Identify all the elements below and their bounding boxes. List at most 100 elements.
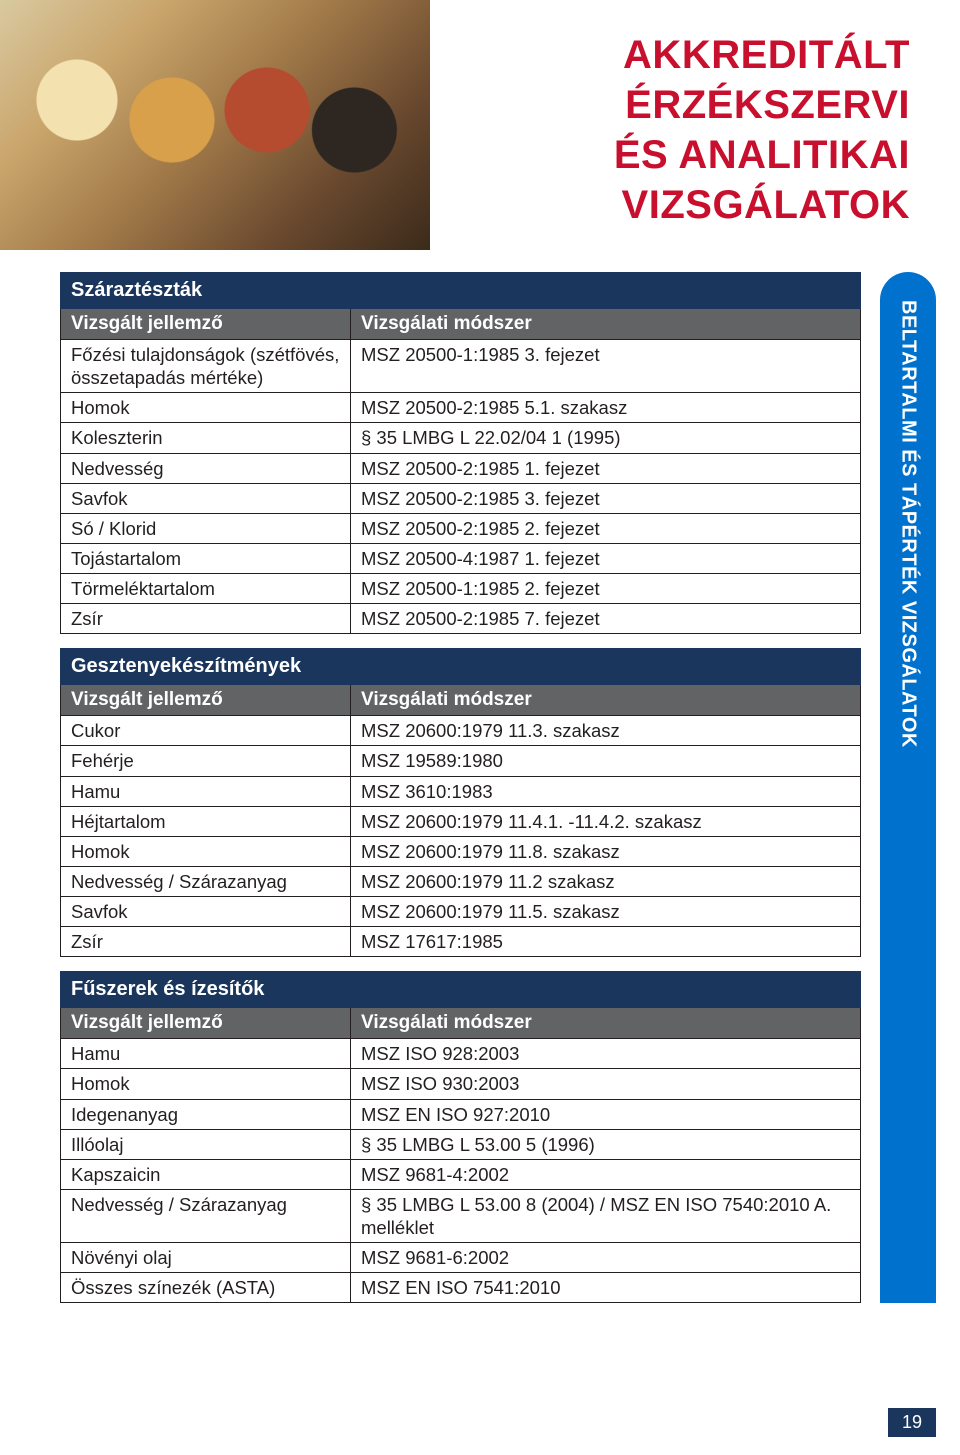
table-row: Növényi olajMSZ 9681-6:2002 — [61, 1243, 861, 1273]
table-row: HamuMSZ 3610:1983 — [61, 776, 861, 806]
table-row: SavfokMSZ 20600:1979 11.5. szakasz — [61, 897, 861, 927]
method-cell: MSZ ISO 930:2003 — [351, 1069, 861, 1099]
content: SzáraztésztákVizsgált jellemzőVizsgálati… — [0, 250, 960, 1303]
parameter-cell: Hamu — [61, 1039, 351, 1069]
section-header-row: Gesztenyekészítmények — [61, 649, 861, 685]
table-row: CukorMSZ 20600:1979 11.3. szakasz — [61, 716, 861, 746]
table-row: HomokMSZ ISO 930:2003 — [61, 1069, 861, 1099]
column-header: Vizsgálati módszer — [351, 685, 861, 716]
parameter-cell: Nedvesség / Szárazanyag — [61, 866, 351, 896]
title-line: ÉS ANALITIKAI — [614, 133, 910, 177]
method-cell: MSZ 20600:1979 11.3. szakasz — [351, 716, 861, 746]
table-row: Só / KloridMSZ 20500-2:1985 2. fejezet — [61, 513, 861, 543]
method-cell: MSZ EN ISO 7541:2010 — [351, 1273, 861, 1303]
table-row: Nedvesség / Szárazanyag§ 35 LMBG L 53.00… — [61, 1189, 861, 1242]
method-cell: MSZ 9681-4:2002 — [351, 1159, 861, 1189]
parameter-cell: Koleszterin — [61, 423, 351, 453]
parameter-cell: Savfok — [61, 897, 351, 927]
parameter-cell: Idegenanyag — [61, 1099, 351, 1129]
table-row: Illóolaj§ 35 LMBG L 53.00 5 (1996) — [61, 1129, 861, 1159]
column-header: Vizsgált jellemző — [61, 309, 351, 340]
column-header: Vizsgált jellemző — [61, 1008, 351, 1039]
parameter-cell: Cukor — [61, 716, 351, 746]
method-cell: MSZ 20500-2:1985 7. fejezet — [351, 604, 861, 634]
method-cell: MSZ 20500-1:1985 2. fejezet — [351, 574, 861, 604]
method-cell: § 35 LMBG L 53.00 8 (2004) / MSZ EN ISO … — [351, 1189, 861, 1242]
parameter-cell: Növényi olaj — [61, 1243, 351, 1273]
table-row: HamuMSZ ISO 928:2003 — [61, 1039, 861, 1069]
title-line: AKKREDITÁLT — [623, 33, 910, 77]
table-row: HomokMSZ 20500-2:1985 5.1. szakasz — [61, 393, 861, 423]
method-cell: MSZ 20600:1979 11.5. szakasz — [351, 897, 861, 927]
page: AKKREDITÁLT ÉRZÉKSZERVI ÉS ANALITIKAI VI… — [0, 0, 960, 1455]
column-header-row: Vizsgált jellemzőVizsgálati módszer — [61, 685, 861, 716]
method-cell: MSZ 17617:1985 — [351, 927, 861, 957]
page-title: AKKREDITÁLT ÉRZÉKSZERVI ÉS ANALITIKAI VI… — [430, 30, 910, 230]
method-cell: MSZ 3610:1983 — [351, 776, 861, 806]
title-line: VIZSGÁLATOK — [622, 183, 910, 227]
parameter-cell: Héjtartalom — [61, 806, 351, 836]
table-row: NedvességMSZ 20500-2:1985 1. fejezet — [61, 453, 861, 483]
parameter-cell: Homok — [61, 1069, 351, 1099]
table-row: HéjtartalomMSZ 20600:1979 11.4.1. -11.4.… — [61, 806, 861, 836]
column-header-row: Vizsgált jellemzőVizsgálati módszer — [61, 1008, 861, 1039]
section-title: Gesztenyekészítmények — [61, 649, 861, 685]
table-row: ZsírMSZ 17617:1985 — [61, 927, 861, 957]
table-row: Koleszterin§ 35 LMBG L 22.02/04 1 (1995) — [61, 423, 861, 453]
parameter-cell: Főzési tulajdonságok (szétfövés, összeta… — [61, 340, 351, 393]
table-row: KapszaicinMSZ 9681-4:2002 — [61, 1159, 861, 1189]
method-cell: § 35 LMBG L 22.02/04 1 (1995) — [351, 423, 861, 453]
data-table: Fűszerek és ízesítőkVizsgált jellemzőViz… — [60, 971, 861, 1303]
data-table: SzáraztésztákVizsgált jellemzőVizsgálati… — [60, 272, 861, 634]
method-cell: MSZ ISO 928:2003 — [351, 1039, 861, 1069]
tables-container: SzáraztésztákVizsgált jellemzőVizsgálati… — [60, 272, 860, 1303]
parameter-cell: Só / Klorid — [61, 513, 351, 543]
column-header: Vizsgált jellemző — [61, 685, 351, 716]
method-cell: MSZ 20600:1979 11.2 szakasz — [351, 866, 861, 896]
method-cell: MSZ 19589:1980 — [351, 746, 861, 776]
table-row: TojástartalomMSZ 20500-4:1987 1. fejezet — [61, 543, 861, 573]
section-title: Fűszerek és ízesítők — [61, 972, 861, 1008]
method-cell: MSZ 20500-4:1987 1. fejezet — [351, 543, 861, 573]
section-title: Száraztészták — [61, 273, 861, 309]
section-header-row: Száraztészták — [61, 273, 861, 309]
method-cell: MSZ 20500-1:1985 3. fejezet — [351, 340, 861, 393]
parameter-cell: Zsír — [61, 604, 351, 634]
table-row: Nedvesség / SzárazanyagMSZ 20600:1979 11… — [61, 866, 861, 896]
method-cell: MSZ 20500-2:1985 1. fejezet — [351, 453, 861, 483]
table-row: Összes színezék (ASTA)MSZ EN ISO 7541:20… — [61, 1273, 861, 1303]
method-cell: MSZ 20500-2:1985 5.1. szakasz — [351, 393, 861, 423]
parameter-cell: Fehérje — [61, 746, 351, 776]
section-header-row: Fűszerek és ízesítők — [61, 972, 861, 1008]
parameter-cell: Hamu — [61, 776, 351, 806]
parameter-cell: Törmeléktartalom — [61, 574, 351, 604]
method-cell: MSZ 9681-6:2002 — [351, 1243, 861, 1273]
hero: AKKREDITÁLT ÉRZÉKSZERVI ÉS ANALITIKAI VI… — [0, 0, 960, 250]
hero-image — [0, 0, 430, 250]
parameter-cell: Tojástartalom — [61, 543, 351, 573]
title-line: ÉRZÉKSZERVI — [625, 83, 910, 127]
data-table: GesztenyekészítményekVizsgált jellemzőVi… — [60, 648, 861, 957]
method-cell: MSZ EN ISO 927:2010 — [351, 1099, 861, 1129]
column-header: Vizsgálati módszer — [351, 309, 861, 340]
parameter-cell: Összes színezék (ASTA) — [61, 1273, 351, 1303]
table-row: ZsírMSZ 20500-2:1985 7. fejezet — [61, 604, 861, 634]
parameter-cell: Homok — [61, 393, 351, 423]
method-cell: MSZ 20500-2:1985 2. fejezet — [351, 513, 861, 543]
method-cell: MSZ 20600:1979 11.8. szakasz — [351, 836, 861, 866]
parameter-cell: Kapszaicin — [61, 1159, 351, 1189]
table-row: HomokMSZ 20600:1979 11.8. szakasz — [61, 836, 861, 866]
parameter-cell: Nedvesség — [61, 453, 351, 483]
table-row: SavfokMSZ 20500-2:1985 3. fejezet — [61, 483, 861, 513]
method-cell: MSZ 20500-2:1985 3. fejezet — [351, 483, 861, 513]
table-row: IdegenanyagMSZ EN ISO 927:2010 — [61, 1099, 861, 1129]
page-number: 19 — [888, 1408, 936, 1437]
parameter-cell: Nedvesség / Szárazanyag — [61, 1189, 351, 1242]
parameter-cell: Illóolaj — [61, 1129, 351, 1159]
column-header: Vizsgálati módszer — [351, 1008, 861, 1039]
table-row: Főzési tulajdonságok (szétfövés, összeta… — [61, 340, 861, 393]
parameter-cell: Zsír — [61, 927, 351, 957]
table-row: FehérjeMSZ 19589:1980 — [61, 746, 861, 776]
hero-title-block: AKKREDITÁLT ÉRZÉKSZERVI ÉS ANALITIKAI VI… — [430, 0, 960, 250]
method-cell: § 35 LMBG L 53.00 5 (1996) — [351, 1129, 861, 1159]
